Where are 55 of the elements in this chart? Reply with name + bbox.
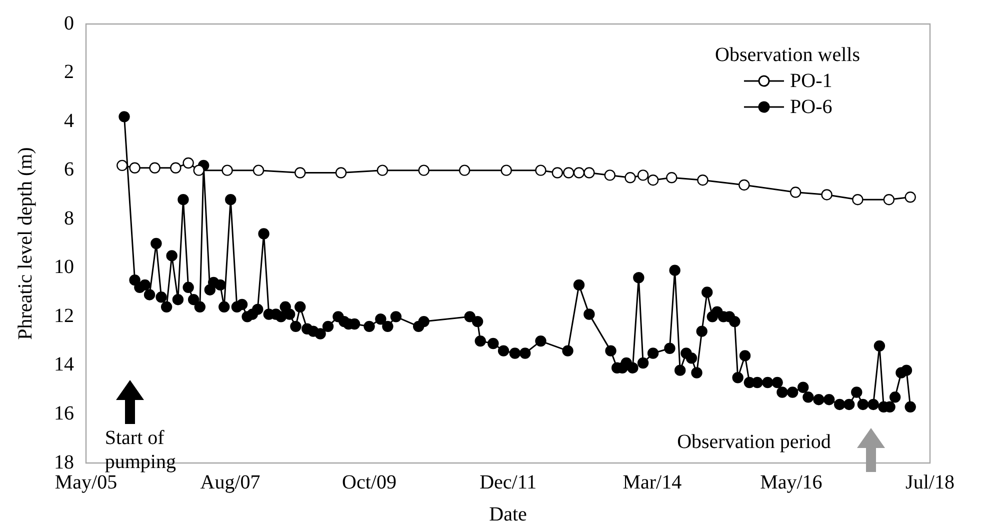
y-tick-label: 18 — [54, 451, 74, 474]
point — [852, 194, 864, 206]
x-tick-label: May/16 — [760, 471, 822, 494]
point — [500, 164, 512, 176]
y-tick-label: 14 — [54, 354, 74, 376]
annotation: Start of pumping — [104, 426, 176, 473]
point — [821, 189, 832, 200]
point — [604, 170, 616, 181]
y-axis-title: Phreatic level depth (m) — [14, 147, 36, 340]
point — [149, 162, 160, 174]
x-tick-label: Jul/18 — [906, 471, 954, 494]
point — [637, 170, 649, 181]
point — [335, 167, 347, 178]
y-tick-label: 2 — [64, 61, 74, 84]
y-tick-label: 6 — [64, 158, 74, 181]
point — [535, 164, 546, 176]
x-tick-label: Aug/07 — [200, 471, 260, 494]
point — [129, 162, 140, 174]
x-tick-label: Mar/14 — [622, 471, 682, 494]
point — [647, 174, 659, 186]
point — [697, 174, 708, 186]
annotation: Observation period — [677, 430, 831, 454]
point — [418, 164, 430, 176]
point — [222, 164, 233, 176]
point — [116, 160, 128, 172]
y-tick-label: 0 — [64, 12, 74, 34]
legend-label: PO-6 — [790, 95, 834, 120]
point — [552, 167, 564, 178]
legend-title: Observation wells — [715, 43, 860, 68]
point — [170, 162, 182, 174]
legend-label: PO-1 — [790, 69, 834, 94]
point — [376, 164, 388, 176]
point — [904, 192, 916, 203]
point — [573, 167, 585, 178]
y-tick-label: 8 — [64, 207, 74, 230]
point — [790, 186, 802, 198]
point — [252, 164, 264, 176]
point — [193, 164, 204, 176]
x-tick-label: May/05 — [54, 471, 118, 494]
point — [458, 164, 470, 176]
point — [883, 194, 895, 206]
point — [584, 167, 595, 178]
point — [624, 172, 636, 184]
y-tick-label: 16 — [54, 402, 74, 424]
x-tick-label: Dec/11 — [480, 471, 537, 494]
point — [666, 172, 678, 184]
point — [738, 179, 750, 191]
y-tick-label: 10 — [54, 256, 74, 278]
point — [563, 167, 574, 178]
point — [294, 167, 306, 178]
y-tick-label: 12 — [54, 304, 74, 327]
x-tick-label: Oct/09 — [342, 471, 396, 494]
point — [182, 157, 194, 169]
y-tick-label: 4 — [64, 110, 74, 132]
x-axis-title: Date — [489, 503, 527, 526]
